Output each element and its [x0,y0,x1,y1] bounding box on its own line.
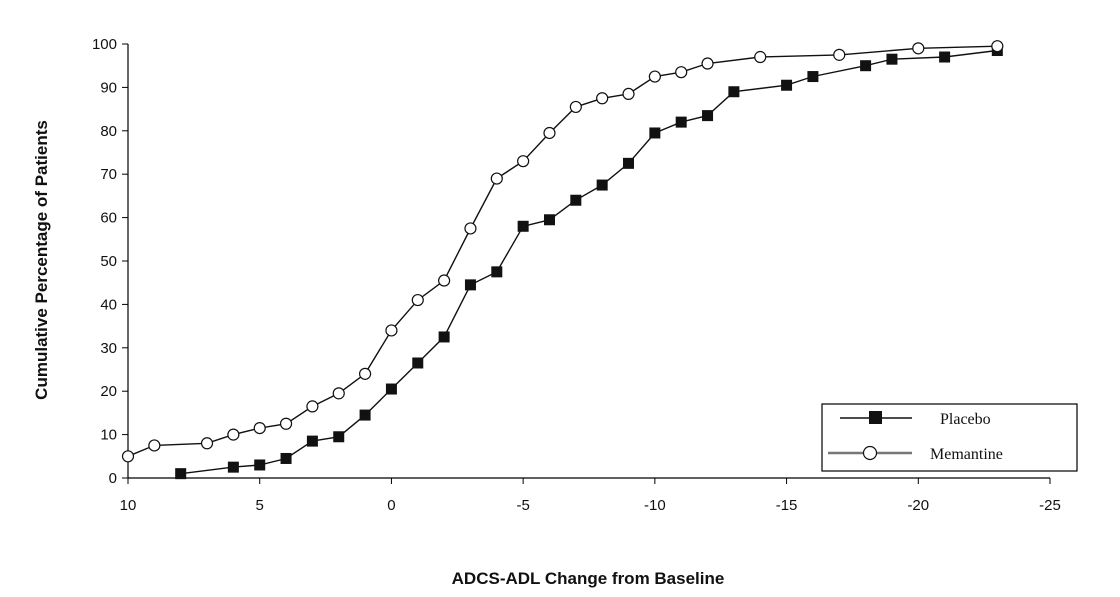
y-tick-label: 30 [100,340,117,357]
y-tick-label: 50 [100,253,117,270]
data-point-memantine [648,70,661,83]
data-point-memantine [912,42,925,55]
data-point-placebo [175,468,187,480]
data-point-placebo [570,194,582,206]
data-point-placebo [306,435,318,447]
data-point-placebo [333,431,345,443]
data-point-memantine [438,274,451,287]
x-tick-label: -10 [644,497,666,514]
y-tick-label: 10 [100,427,117,444]
data-point-memantine [622,87,635,101]
data-point-memantine [148,439,161,452]
legend-placebo-label: Placebo [940,411,991,428]
data-point-placebo [412,357,424,369]
data-point-memantine [569,100,582,114]
data-point-placebo [280,452,292,464]
data-point-memantine [200,437,214,450]
x-tick-label: 5 [256,497,264,514]
data-point-placebo [254,459,266,471]
data-point-placebo [227,461,239,473]
x-tick-label: -15 [776,497,798,514]
data-point-placebo [886,53,898,65]
data-point-placebo [702,110,714,122]
y-tick-label: 100 [92,36,117,53]
data-point-memantine [833,48,846,61]
data-point-memantine [358,367,372,380]
x-tick-label: -20 [907,497,929,514]
x-tick-label: 10 [120,497,137,514]
y-tick-label: 70 [100,166,117,183]
data-point-placebo [464,279,476,291]
data-point-memantine [411,293,424,307]
data-point-memantine [701,57,714,70]
data-point-placebo [939,51,951,63]
y-tick-label: 60 [100,210,117,227]
x-axis-title: ADCS-ADL Change from Baseline [452,569,725,588]
x-tick-label: -5 [516,497,529,514]
data-point-placebo [438,331,450,343]
data-point-placebo [491,266,503,278]
data-point-memantine [121,450,135,463]
data-point-placebo [359,409,371,421]
y-axis-ticks: 0 10 20 30 40 50 60 70 80 90 100 [92,36,128,487]
legend: Placebo Memantine [821,403,1078,472]
y-tick-label: 0 [109,470,117,487]
data-point-placebo [596,179,608,191]
data-point-placebo [781,79,793,91]
y-axis-title: Cumulative Percentage of Patients [32,120,51,400]
x-tick-label: 0 [387,497,395,514]
data-point-memantine [464,222,477,235]
y-tick-label: 80 [100,123,117,140]
series-layer [121,40,1004,480]
legend-memantine-label: Memantine [930,446,1003,463]
data-point-placebo [623,157,635,169]
legend-box [821,403,1078,472]
x-tick-label: -25 [1039,497,1061,514]
series-memantine [121,40,1004,463]
data-point-placebo [517,220,529,232]
data-point-placebo [675,116,687,128]
y-tick-label: 20 [100,383,117,400]
data-point-memantine [596,92,609,105]
data-point-memantine [517,155,530,168]
data-point-placebo [649,127,661,139]
data-point-placebo [543,214,555,226]
data-point-memantine [490,172,503,185]
data-point-memantine [675,66,688,79]
data-point-memantine [332,387,345,400]
data-point-memantine [754,50,767,64]
legend-memantine-marker [862,445,878,461]
data-point-memantine [991,40,1004,53]
series-line-memantine [127,45,998,457]
data-point-memantine [253,421,266,435]
data-point-placebo [807,71,819,83]
data-point-placebo [385,383,397,395]
data-point-memantine [385,324,398,337]
data-point-placebo [728,86,740,98]
data-point-memantine [227,428,240,441]
data-point-placebo [860,60,872,72]
legend-placebo-marker [869,411,882,424]
data-point-memantine [543,126,556,140]
y-tick-label: 90 [100,79,117,96]
data-point-memantine [306,400,319,413]
data-point-memantine [279,417,293,430]
x-axis-ticks: 10 5 0 -5 -10 -15 -20 -25 [120,478,1061,514]
y-tick-label: 40 [100,296,117,313]
series-placebo [175,45,1003,480]
